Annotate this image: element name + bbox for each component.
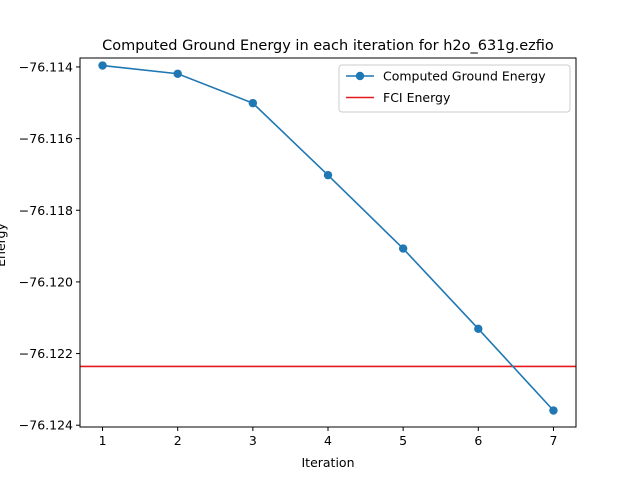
x-axis-label: Iteration bbox=[301, 455, 354, 470]
y-tick-label: −76.122 bbox=[19, 346, 73, 361]
data-point bbox=[98, 61, 107, 70]
x-tick-label: 5 bbox=[399, 433, 407, 448]
y-axis-label: Energy bbox=[0, 223, 8, 267]
x-tick-label: 6 bbox=[474, 433, 482, 448]
axes-frame bbox=[79, 57, 577, 428]
y-tick-label: −76.124 bbox=[19, 418, 73, 433]
data-point bbox=[549, 406, 558, 415]
data-point bbox=[248, 98, 258, 108]
data-point bbox=[173, 69, 182, 78]
legend-label: Computed Ground Energy bbox=[383, 69, 546, 84]
y-tick-label: −76.116 bbox=[19, 131, 73, 146]
legend: Computed Ground Energy FCI Energy bbox=[338, 64, 571, 113]
y-tick-label: −76.114 bbox=[19, 59, 73, 74]
x-tick-label: 7 bbox=[549, 433, 557, 448]
x-tick-label: 1 bbox=[99, 433, 107, 448]
legend-box bbox=[338, 64, 571, 113]
legend-marker bbox=[355, 71, 365, 81]
chart-title: Computed Ground Energy in each iteration… bbox=[102, 38, 554, 54]
computed-energy-line bbox=[102, 64, 555, 412]
data-point bbox=[474, 324, 483, 334]
x-tick-label: 3 bbox=[249, 433, 257, 448]
data-point bbox=[398, 244, 408, 253]
y-tick-label: −76.118 bbox=[19, 203, 73, 218]
plot-area bbox=[80, 61, 576, 415]
x-tick-label: 2 bbox=[174, 433, 182, 448]
data-point bbox=[323, 170, 333, 180]
y-tick-label: −76.120 bbox=[19, 274, 73, 289]
x-tick-label: 4 bbox=[324, 433, 332, 448]
legend-label: FCI Energy bbox=[383, 90, 451, 105]
